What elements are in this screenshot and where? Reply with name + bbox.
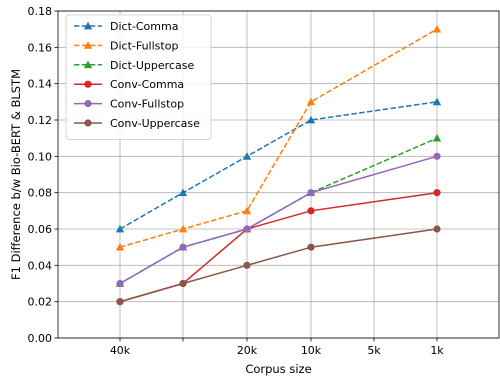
- legend-label: Conv-Comma: [110, 78, 184, 91]
- series-conv-comma: [116, 189, 441, 306]
- data-point: [243, 225, 251, 233]
- x-tick-label: 10k: [301, 344, 322, 357]
- data-point: [242, 152, 252, 160]
- x-tick-label: 1k: [430, 344, 444, 357]
- legend: Dict-Comma Dict-Fullstop Dict-Uppercase Con…: [65, 14, 212, 140]
- data-point: [307, 189, 315, 197]
- data-point: [116, 298, 124, 306]
- legend-entry: Dict-Comma: [74, 20, 178, 33]
- series-conv-uppercase: [116, 225, 441, 306]
- data-point: [242, 206, 252, 215]
- data-point: [432, 97, 442, 106]
- legend-entry: Conv-Uppercase: [74, 117, 200, 130]
- data-point: [178, 224, 188, 233]
- x-tick-label: 40k: [110, 344, 131, 357]
- legend-label: Conv-Fullstop: [110, 98, 184, 111]
- plot-area-frame: [57, 10, 500, 339]
- legend-marker: [83, 21, 93, 30]
- y-tick-label: 0.12: [28, 114, 53, 127]
- y-tick-label: 0.06: [28, 223, 53, 236]
- y-tick-label: 0.18: [28, 5, 53, 18]
- data-point: [179, 243, 187, 251]
- data-point: [433, 152, 441, 160]
- series-line: [119, 28, 438, 248]
- legend-marker: [83, 41, 93, 49]
- y-tick-label: 0.16: [28, 41, 53, 54]
- legend-label: Dict-Uppercase: [110, 59, 194, 72]
- data-point: [243, 261, 251, 269]
- data-point: [307, 243, 315, 251]
- data-point: [115, 242, 125, 251]
- series-dict-comma: [115, 97, 442, 233]
- x-axis-title: Corpus size: [245, 362, 311, 376]
- data-point: [306, 97, 316, 106]
- legend-label: Conv-Uppercase: [110, 117, 200, 130]
- y-tick-label: 0.02: [28, 296, 53, 309]
- legend-marker: [83, 60, 93, 69]
- data-point: [115, 224, 125, 233]
- series-line: [119, 191, 438, 303]
- y-tick-label: 0.14: [28, 78, 53, 91]
- y-axis-title: F1 Difference b/w Bio-BERT & BLSTM: [9, 69, 23, 280]
- x-tick-label: 20k: [237, 344, 258, 357]
- legend-label: Dict-Fullstop: [110, 39, 178, 52]
- series-lines: [115, 24, 442, 306]
- data-point: [178, 188, 188, 197]
- x-tick-label: 5k: [367, 344, 381, 357]
- data-point: [306, 115, 316, 124]
- data-point: [432, 24, 442, 33]
- legend-marker: [84, 80, 92, 88]
- data-point: [116, 279, 124, 288]
- data-point: [433, 225, 441, 233]
- axes: 40k 20k 10k 5k 1k 0.00 0.02 0.04 0.06 0.08 0.10 0.1…: [28, 5, 445, 357]
- legend-label: Dict-Comma: [110, 20, 178, 33]
- legend-entry: Conv-Fullstop: [74, 98, 184, 111]
- data-point: [432, 133, 442, 142]
- data-point: [307, 207, 315, 215]
- y-tick-label: 0.04: [28, 259, 53, 272]
- series-dict-fullstop: [115, 24, 442, 251]
- data-point: [433, 189, 441, 197]
- legend-entry: Dict-Fullstop: [74, 39, 178, 52]
- legend-marker: [84, 119, 92, 127]
- legend-entry: Conv-Comma: [74, 78, 184, 91]
- y-tick-label: 0.10: [28, 150, 53, 163]
- y-tick-label: 0.08: [28, 187, 53, 200]
- legend-box: [65, 14, 212, 140]
- legend-entry: Dict-Uppercase: [74, 59, 194, 72]
- legend-marker: [84, 100, 92, 108]
- y-tick-label: 0.00: [28, 332, 53, 345]
- data-point: [179, 279, 187, 288]
- series-conv-fullstop: [116, 152, 441, 288]
